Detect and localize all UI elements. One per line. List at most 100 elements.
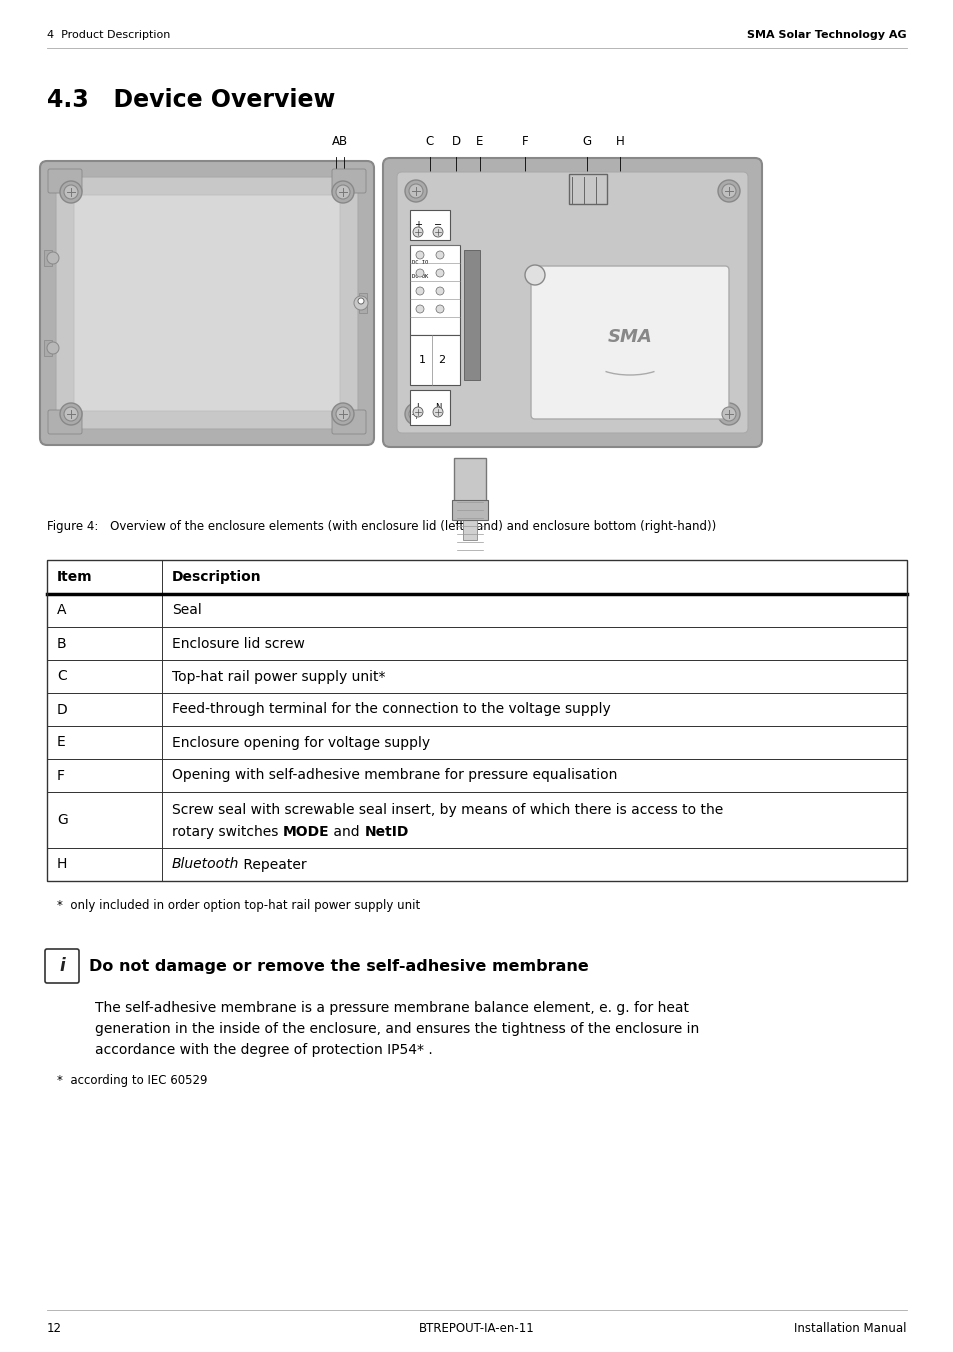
Circle shape xyxy=(332,403,354,425)
Text: Top-hat rail power supply unit*: Top-hat rail power supply unit* xyxy=(172,669,385,684)
Text: Installation Manual: Installation Manual xyxy=(794,1321,906,1334)
Text: MODE: MODE xyxy=(282,825,329,840)
Text: SMA: SMA xyxy=(607,329,652,346)
Text: The self-adhesive membrane is a pressure membrane balance element, e. g. for hea: The self-adhesive membrane is a pressure… xyxy=(95,1000,688,1015)
Bar xyxy=(452,500,488,521)
FancyBboxPatch shape xyxy=(48,169,82,193)
Circle shape xyxy=(416,251,423,260)
Text: E: E xyxy=(57,735,66,749)
Text: accordance with the degree of protection IP54* .: accordance with the degree of protection… xyxy=(95,1042,433,1057)
Circle shape xyxy=(718,180,740,201)
Circle shape xyxy=(60,181,82,203)
Circle shape xyxy=(413,227,422,237)
Text: E: E xyxy=(476,135,483,147)
Circle shape xyxy=(721,184,735,197)
Text: F: F xyxy=(521,135,528,147)
Text: H: H xyxy=(615,135,623,147)
Circle shape xyxy=(718,403,740,425)
Bar xyxy=(47,694,906,726)
Text: Opening with self-adhesive membrane for pressure equalisation: Opening with self-adhesive membrane for … xyxy=(172,768,617,783)
Circle shape xyxy=(47,251,59,264)
Circle shape xyxy=(335,407,350,420)
Circle shape xyxy=(433,227,442,237)
Circle shape xyxy=(416,269,423,277)
Text: Description: Description xyxy=(172,571,261,584)
Text: C: C xyxy=(425,135,434,147)
FancyBboxPatch shape xyxy=(45,949,79,983)
Text: Bluetooth: Bluetooth xyxy=(172,857,239,872)
Bar xyxy=(410,335,459,385)
Text: D: D xyxy=(57,703,68,717)
Text: i: i xyxy=(59,957,65,975)
Bar xyxy=(47,758,906,792)
Circle shape xyxy=(721,407,735,420)
Text: B: B xyxy=(57,637,67,650)
Text: H: H xyxy=(57,857,68,872)
Text: F: F xyxy=(57,768,65,783)
Circle shape xyxy=(64,185,78,199)
Bar xyxy=(44,250,52,266)
Bar xyxy=(463,250,479,380)
Circle shape xyxy=(357,297,364,304)
Text: 1: 1 xyxy=(418,356,425,365)
Text: and: and xyxy=(329,825,364,840)
Text: AB: AB xyxy=(332,135,348,147)
Circle shape xyxy=(436,269,443,277)
FancyBboxPatch shape xyxy=(568,174,606,204)
Circle shape xyxy=(332,181,354,203)
Bar xyxy=(47,560,906,882)
Circle shape xyxy=(433,407,442,416)
Text: Figure 4: Overview of the enclosure elements (with enclosure lid (left-hand) and: Figure 4: Overview of the enclosure elem… xyxy=(47,521,716,533)
Text: D: D xyxy=(451,135,460,147)
Text: A: A xyxy=(57,603,67,618)
Bar xyxy=(47,848,906,882)
Circle shape xyxy=(354,296,368,310)
Circle shape xyxy=(405,403,427,425)
FancyBboxPatch shape xyxy=(56,177,357,429)
Bar xyxy=(410,389,450,425)
FancyBboxPatch shape xyxy=(382,158,761,448)
Text: C: C xyxy=(57,669,67,684)
FancyBboxPatch shape xyxy=(40,161,374,445)
Text: 4  Product Description: 4 Product Description xyxy=(47,30,171,41)
Bar xyxy=(358,293,367,314)
FancyBboxPatch shape xyxy=(396,172,747,433)
Bar xyxy=(410,245,459,335)
Text: DC OK: DC OK xyxy=(412,274,428,280)
Text: +: + xyxy=(414,220,421,230)
Text: rotary switches: rotary switches xyxy=(172,825,282,840)
FancyBboxPatch shape xyxy=(531,266,728,419)
Text: Enclosure opening for voltage supply: Enclosure opening for voltage supply xyxy=(172,735,430,749)
Text: G: G xyxy=(57,813,68,827)
Circle shape xyxy=(409,407,422,420)
FancyBboxPatch shape xyxy=(332,410,366,434)
Text: BTREPOUT-IA-en-11: BTREPOUT-IA-en-11 xyxy=(418,1321,535,1334)
Text: *  only included in order option top-hat rail power supply unit: * only included in order option top-hat … xyxy=(57,899,420,913)
Text: Screw seal with screwable seal insert, by means of which there is access to the: Screw seal with screwable seal insert, b… xyxy=(172,803,722,817)
Text: Do not damage or remove the self-adhesive membrane: Do not damage or remove the self-adhesiv… xyxy=(89,959,588,973)
Circle shape xyxy=(413,407,422,416)
Text: Enclosure lid screw: Enclosure lid screw xyxy=(172,637,305,650)
Text: SMA Solar Technology AG: SMA Solar Technology AG xyxy=(746,30,906,41)
Text: Seal: Seal xyxy=(172,603,201,618)
Bar xyxy=(47,660,906,694)
FancyBboxPatch shape xyxy=(48,410,82,434)
FancyBboxPatch shape xyxy=(74,195,339,411)
Circle shape xyxy=(405,180,427,201)
Text: N: N xyxy=(435,403,440,412)
Circle shape xyxy=(64,407,78,420)
Text: 12: 12 xyxy=(47,1321,62,1334)
Circle shape xyxy=(409,184,422,197)
Bar xyxy=(410,210,450,241)
Bar xyxy=(47,726,906,758)
Bar xyxy=(44,339,52,356)
Circle shape xyxy=(335,185,350,199)
Circle shape xyxy=(436,306,443,314)
Circle shape xyxy=(524,265,544,285)
Circle shape xyxy=(60,403,82,425)
Circle shape xyxy=(416,287,423,295)
Bar xyxy=(47,627,906,660)
Bar xyxy=(47,792,906,848)
Circle shape xyxy=(436,287,443,295)
Text: DC IO: DC IO xyxy=(412,261,428,265)
